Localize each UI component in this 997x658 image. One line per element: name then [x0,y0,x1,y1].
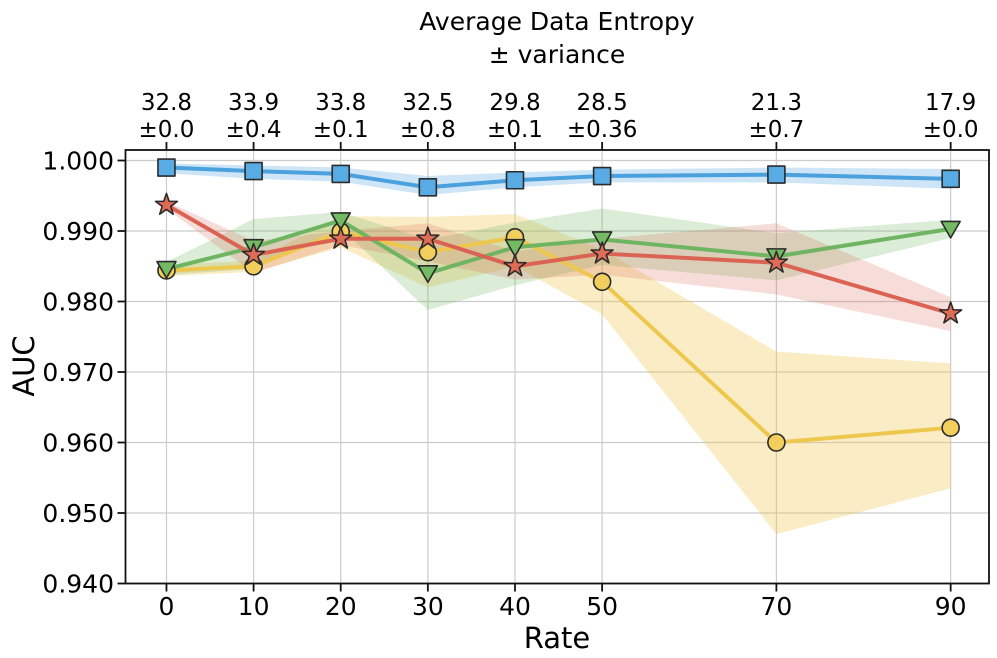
x-tick-label: 30 [412,592,444,621]
marker-star [416,226,440,249]
y-tick-label: 0.950 [42,499,114,528]
variance-band-yellow-circles [166,214,951,535]
marker-square [767,165,786,184]
entropy-value-label: 21.3 [751,90,802,116]
x-tick-label: 70 [760,592,792,621]
chart-title-line1: Average Data Entropy [419,7,695,36]
x-tick-label: 90 [935,592,967,621]
entropy-variance-label: ±0.1 [313,117,369,143]
marker-triangle-down [504,238,526,258]
entropy-variance-label: ±0.4 [226,117,282,143]
marker-star [154,192,179,216]
y-tick-label: 1.000 [42,147,114,176]
y-axis-label: AUC [7,335,41,396]
entropy-value-label: 33.9 [228,90,279,116]
series-line-green-triangles-down [164,218,953,276]
entropy-variance-label: ±0.8 [400,117,456,143]
series-line-blue-squares [164,165,953,190]
entropy-variance-label: ±0.0 [139,117,195,143]
x-tick-label: 0 [158,592,174,621]
marker-square [505,170,525,190]
entropy-value-label: 28.5 [577,90,628,116]
marker-circle [767,433,786,452]
marker-triangle-down [417,265,439,284]
marker-star [764,250,789,273]
marker-square [157,158,176,177]
x-axis-label: Rate [524,621,591,655]
marker-star [938,301,963,324]
x-tick-label: 40 [499,592,531,621]
y-tick-label: 0.940 [42,570,114,599]
plot-border [124,149,990,585]
marker-triangle-down [591,231,613,250]
entropy-value-label: 29.8 [489,90,540,116]
entropy-variance-label: ±0.1 [487,117,543,143]
entropy-value-label: 32.8 [141,90,192,116]
marker-star [590,241,614,264]
marker-circle [592,272,612,292]
series-markers-layer [154,158,963,452]
x-tick-label: 10 [238,592,270,621]
x-tick-label: 50 [586,592,618,621]
marker-triangle-down [940,220,961,239]
y-tick-label: 0.960 [42,429,114,458]
y-tick-label: 0.990 [42,217,114,246]
entropy-variance-label: ±0.36 [567,117,637,143]
marker-star [503,253,527,277]
entropy-value-label: 32.5 [402,90,453,116]
marker-square [941,169,960,189]
marker-star [328,226,353,249]
marker-circle [941,418,960,437]
series-lines-layer [164,165,953,445]
series-line-red-stars [164,202,953,316]
axes-layer [117,142,990,592]
entropy-variance-label: ±0.7 [748,117,804,143]
marker-triangle-down [330,212,352,231]
grid-layer [125,150,989,585]
y-tick-label: 0.970 [42,358,114,387]
entropy-value-label: 17.9 [925,90,976,116]
y-tick-label: 0.980 [42,288,114,317]
entropy-value-label: 33.8 [315,90,366,116]
marker-triangle-down [156,260,177,279]
tick-labels-layer: 032.8±0.01033.9±0.42033.8±0.13032.5±0.84… [42,90,978,621]
marker-square [418,177,438,197]
marker-star [241,242,266,266]
chart-title-line2: ± variance [489,40,626,69]
marker-square [592,166,612,186]
entropy-variance-label: ±0.0 [923,117,979,143]
series-line-yellow-circles [164,229,953,445]
marker-square [244,161,263,181]
variance-bands-layer [166,163,951,535]
marker-square [331,164,351,184]
x-tick-label: 20 [325,592,357,621]
